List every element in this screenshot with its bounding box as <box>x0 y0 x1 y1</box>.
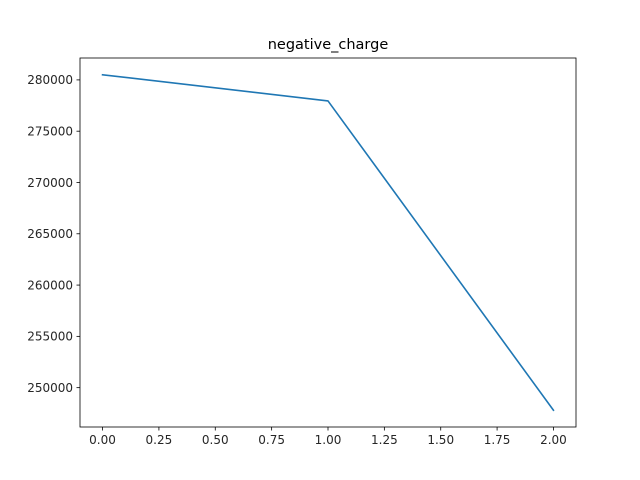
x-tick-label: 2.00 <box>540 433 567 447</box>
x-tick-label: 0.00 <box>89 433 116 447</box>
y-tick-label: 255000 <box>27 330 73 344</box>
y-tick-label: 280000 <box>27 73 73 87</box>
x-tick-label: 1.75 <box>484 433 511 447</box>
y-tick-label: 275000 <box>27 124 73 138</box>
x-tick-label: 1.50 <box>427 433 454 447</box>
plot-area <box>79 57 577 428</box>
y-tick-label: 260000 <box>27 278 73 292</box>
x-axis: 0.00 0.25 0.50 0.75 1.00 1.25 1.50 1.75 2.00 <box>89 427 567 447</box>
y-tick-label: 250000 <box>27 381 73 395</box>
y-axis: 250000 255000 260000 265000 270000 275000 2800… <box>27 73 80 395</box>
x-tick-label: 0.75 <box>258 433 285 447</box>
axes-frame <box>79 57 577 428</box>
x-tick-label: 1.00 <box>315 433 342 447</box>
x-tick-label: 1.25 <box>371 433 398 447</box>
x-tick-label: 0.50 <box>202 433 229 447</box>
chart-title: negative_charge <box>268 37 389 53</box>
y-tick-label: 270000 <box>27 176 73 190</box>
series-line-0 <box>101 73 555 412</box>
y-tick-label: 265000 <box>27 227 73 241</box>
x-tick-label: 0.25 <box>146 433 173 447</box>
